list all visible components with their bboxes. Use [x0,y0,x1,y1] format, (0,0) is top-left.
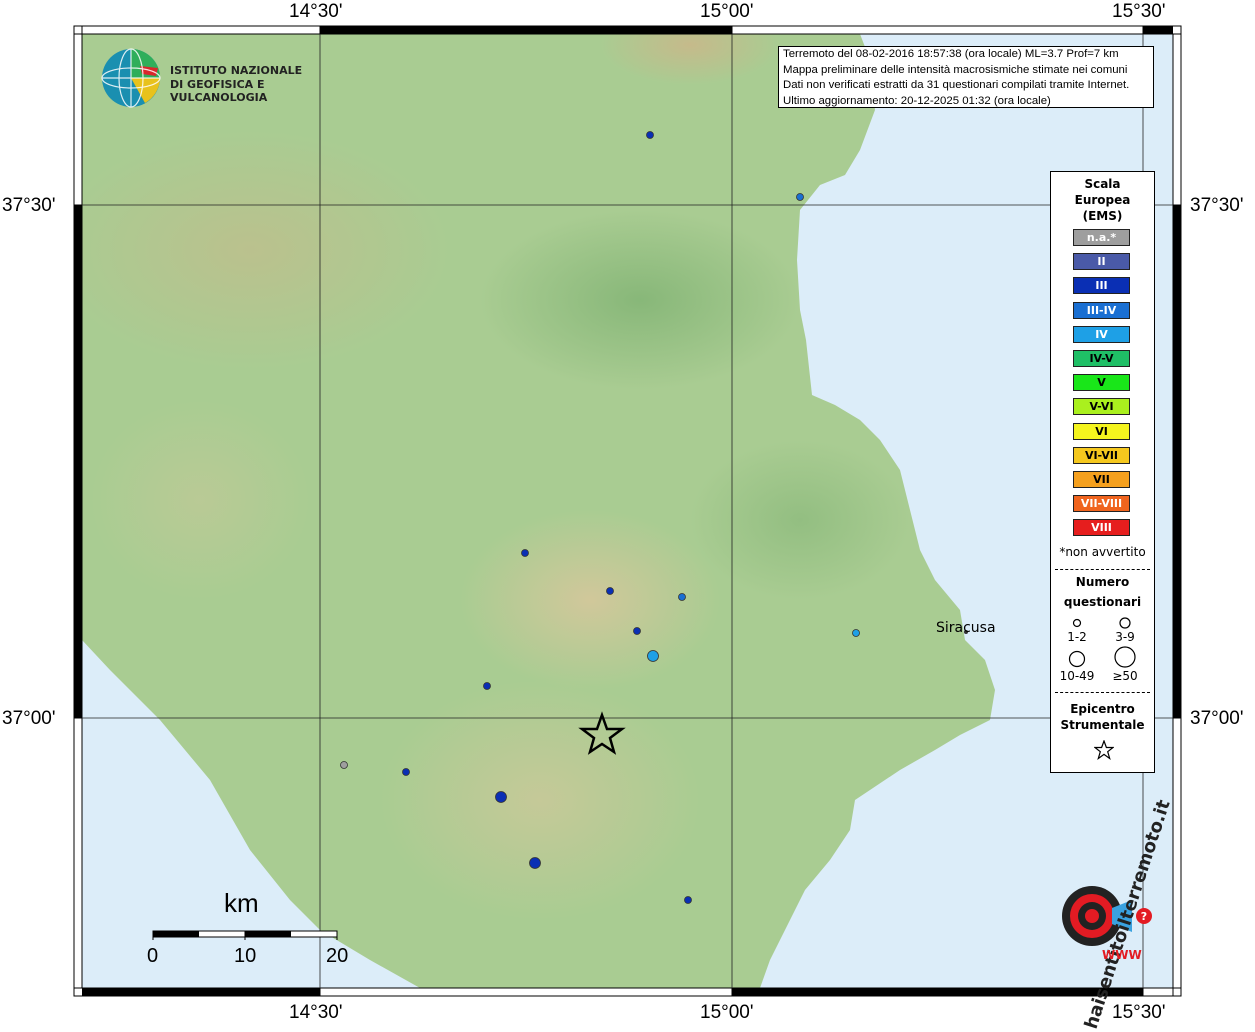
observation-point[interactable] [678,593,686,601]
scale-unit: km [224,888,259,918]
scale-bar: km 0 10 20 [147,888,350,978]
count-label-1-2: 1-2 [1067,630,1087,644]
x-label-top-3: 15°30' [1112,1,1166,22]
legend-swatch: VII-VIII [1073,495,1130,513]
legend-title-line1: Scala [1084,177,1121,191]
not-felt-note: *non avvertito [1059,545,1146,559]
observation-point[interactable] [529,857,541,869]
haisentito-logo-graphic: ? [1062,886,1152,946]
legend-swatch: VIII [1073,519,1130,537]
observation-point[interactable] [646,131,654,139]
observation-point[interactable] [647,650,659,662]
observation-point[interactable] [483,682,491,690]
observation-point[interactable] [796,193,804,201]
ingv-name-line2: DI GEOFISICA E VULCANOLOGIA [170,78,268,104]
ingv-logo: ISTITUTO NAZIONALE DI GEOFISICA E VULCAN… [100,46,320,112]
legend-swatch: IV [1073,325,1130,343]
count-size-symbols [1068,617,1136,668]
relief-north [82,130,450,370]
plain-catania [480,210,800,390]
y-label-right-1: 37°30' [1190,195,1244,216]
epicenter-star[interactable] [578,711,626,755]
x-label-bottom-1: 14°30' [289,1002,343,1023]
legend-swatch: III-IV [1073,301,1130,319]
count-label-10-49: 10-49 [1059,669,1095,683]
observation-point[interactable] [521,549,529,557]
event-info-line: Terremoto del 08-02-2016 18:57:38 (ora l… [783,48,1119,60]
scale-tick-10: 10 [234,945,257,967]
scale-bar-graphic [152,930,338,940]
event-info-line: Dati non verificati estratti da 31 quest… [783,79,1130,92]
size-10-49-symbol [1068,650,1086,668]
relief-south [380,680,700,920]
observation-points[interactable] [340,131,860,904]
legend-swatch: VI [1073,422,1130,440]
legend-swatch: VI-VII [1073,446,1130,464]
event-info-line: Mappa preliminare delle intensità macros… [783,63,1128,76]
x-label-top-1: 14°30' [289,1,343,22]
haisentito-logo[interactable]: ? haisentitoilterremoto.it WWW [1030,797,1175,1032]
count-label-50: ≥50 [1112,669,1138,683]
legend-title-line2: Europea [1074,193,1131,207]
relief-west [90,400,310,600]
relief-etna [600,34,780,85]
epicenter-title-line1: Epicentro [1070,702,1135,716]
y-label-left-2: 37°00' [2,708,56,729]
x-label-bottom-3: 15°30' [1112,1002,1166,1023]
legend-separator [1055,692,1150,693]
size-1-2-symbol [1072,618,1082,628]
event-info-box: Terremoto del 08-02-2016 18:57:38 (ora l… [778,46,1154,108]
size-50-symbol [1114,646,1136,668]
observation-point[interactable] [606,587,614,595]
haisentito-www: WWW [1102,948,1142,962]
legend: Scala Europea (EMS) n.a.* II III III-IV IV IV… [1050,171,1155,773]
city-label-siracusa: Siracusa [936,620,996,636]
legend-swatch: V-VI [1073,398,1130,416]
legend-swatch: IV-V [1073,350,1130,367]
legend-swatch: VII [1073,471,1130,488]
legend-swatch: II [1073,253,1130,271]
observation-point[interactable] [495,791,507,803]
legend-swatch: V [1073,374,1130,392]
scale-tick-0: 0 [147,945,159,967]
legend-title-line3: (EMS) [1082,209,1123,223]
ingv-name-line1: ISTITUTO NAZIONALE [170,64,303,77]
legend-swatch: III [1073,277,1130,295]
legend-swatch: n.a.* [1073,229,1130,246]
count-label-3-9: 3-9 [1115,630,1135,644]
scale-tick-20: 20 [326,945,349,967]
observation-point[interactable] [633,627,641,635]
x-label-bottom-2: 15°00' [700,1002,754,1023]
observation-point[interactable] [340,761,348,769]
size-3-9-symbol [1119,617,1131,629]
city-marker-siracusa [964,630,968,634]
count-title-line2: questionari [1063,595,1142,609]
legend-separator [1055,569,1150,570]
count-title-line1: Numero [1075,575,1130,589]
y-label-right-2: 37°00' [1190,708,1244,729]
observation-point[interactable] [402,768,410,776]
svg-text:?: ? [1141,910,1147,923]
plain-east [690,440,910,600]
epicenter-star-icon [1094,740,1114,760]
event-info-line: Ultimo aggiornamento: 20-12-2025 01:32 (… [783,94,1051,107]
epicenter-title-line2: Strumentale [1060,718,1145,732]
y-label-left-1: 37°30' [2,195,56,216]
globe-icon [101,48,161,108]
observation-point[interactable] [684,896,692,904]
observation-point[interactable] [852,629,860,637]
x-label-top-2: 15°00' [700,1,754,22]
